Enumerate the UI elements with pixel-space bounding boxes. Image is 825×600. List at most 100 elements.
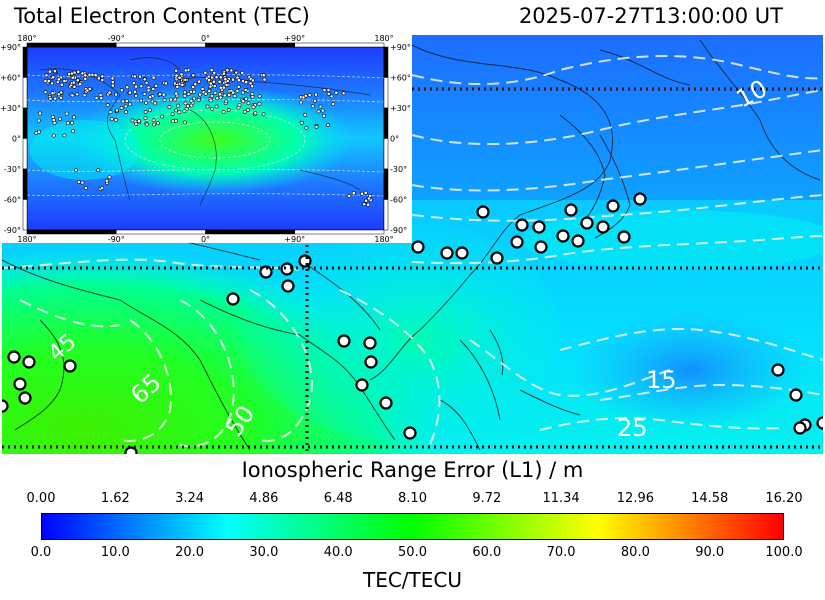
inset-station-marker xyxy=(236,78,241,83)
inset-station-marker xyxy=(244,80,249,85)
contour-label-15: 15 xyxy=(646,366,677,394)
inset-station-marker xyxy=(241,99,246,104)
inset-station-marker xyxy=(100,74,105,79)
inset-station-marker xyxy=(62,79,67,83)
inset-station-marker xyxy=(110,80,115,85)
inset-station-marker xyxy=(83,73,88,78)
inset-left-lat-label: 0° xyxy=(12,135,21,144)
inset-right-lat-label: -90° xyxy=(390,226,407,235)
station-marker xyxy=(124,446,138,454)
inset-station-marker xyxy=(222,93,227,98)
inset-station-marker xyxy=(43,79,48,84)
inset-station-marker xyxy=(173,118,178,123)
inset-station-marker xyxy=(110,117,114,122)
inset-station-marker xyxy=(320,108,325,113)
inset-station-marker xyxy=(322,88,327,93)
inset-station-marker xyxy=(119,106,124,110)
inset-station-marker xyxy=(138,74,143,79)
inset-station-marker xyxy=(225,68,230,73)
inset-station-marker xyxy=(231,90,236,95)
station-marker xyxy=(298,254,312,268)
inset-station-marker xyxy=(90,72,95,77)
inset-station-marker xyxy=(322,113,326,118)
station-marker xyxy=(580,216,594,230)
station-marker xyxy=(510,235,524,249)
inset-station-marker xyxy=(198,92,202,97)
inset-station-marker xyxy=(142,92,147,96)
inset-station-marker xyxy=(227,93,232,98)
inset-station-marker xyxy=(363,190,368,195)
inset-station-marker xyxy=(154,83,159,88)
inset-station-marker xyxy=(130,118,135,123)
inset-station-marker xyxy=(183,101,188,106)
station-marker xyxy=(337,334,351,348)
inset-station-marker xyxy=(70,120,74,125)
inset-station-marker xyxy=(207,78,211,82)
station-marker xyxy=(280,262,294,276)
station-marker xyxy=(476,205,490,219)
inset-station-marker xyxy=(53,96,58,101)
inset-station-marker xyxy=(251,105,256,110)
inset-station-marker xyxy=(192,89,197,94)
inset-station-marker xyxy=(64,111,69,116)
inset-station-marker xyxy=(127,90,132,95)
contour-label-25: 25 xyxy=(617,414,648,442)
inset-station-marker xyxy=(75,78,80,83)
inset-station-marker xyxy=(121,99,125,104)
inset-station-marker xyxy=(245,108,250,112)
inset-station-marker xyxy=(151,118,156,123)
inset-station-marker xyxy=(257,94,262,99)
station-marker xyxy=(2,399,9,413)
inset-station-marker xyxy=(99,96,104,101)
inset-station-marker xyxy=(257,101,262,106)
inset-station-marker xyxy=(72,115,76,120)
inset-station-marker xyxy=(82,93,87,98)
inset-station-marker xyxy=(108,110,113,115)
station-marker xyxy=(534,240,548,254)
inset-station-marker xyxy=(318,104,323,109)
station-marker xyxy=(281,279,295,293)
inset-station-marker xyxy=(174,73,179,78)
inset-top-lon-label: 180° xyxy=(374,34,393,43)
inset-station-marker xyxy=(134,94,138,98)
inset-station-marker xyxy=(51,118,56,122)
inset-station-marker xyxy=(170,119,175,124)
inset-station-marker xyxy=(183,77,188,82)
inset-station-marker xyxy=(314,124,319,129)
global-inset-map: 180° -90° 0° +90° 180°180° -90° 0° +90° 180°+90°… xyxy=(0,33,412,244)
inset-station-marker xyxy=(221,110,226,114)
inset-station-marker xyxy=(212,70,217,75)
inset-station-marker xyxy=(205,104,210,109)
station-marker xyxy=(226,292,240,306)
inset-station-marker xyxy=(174,68,179,73)
station-marker xyxy=(355,378,369,392)
inset-station-marker xyxy=(115,108,119,113)
inset-station-marker xyxy=(124,99,129,104)
inset-top-lon-label: 180° xyxy=(17,34,36,43)
inset-station-marker xyxy=(44,73,49,78)
inset-station-marker xyxy=(207,89,212,93)
inset-station-marker xyxy=(151,87,156,91)
inset-station-marker xyxy=(193,82,198,87)
inset-station-marker xyxy=(157,92,162,97)
inset-station-marker xyxy=(186,92,191,96)
inset-station-marker xyxy=(368,193,373,198)
inset-station-marker xyxy=(314,92,318,97)
inset-station-marker xyxy=(221,85,226,90)
inset-station-marker xyxy=(98,93,103,98)
inset-station-marker xyxy=(196,98,201,102)
inset-station-marker xyxy=(261,73,266,78)
inset-station-marker xyxy=(189,98,194,103)
inset-left-lat-label: -60° xyxy=(4,196,21,205)
inset-station-marker xyxy=(223,77,228,82)
inset-station-marker xyxy=(143,116,148,121)
station-marker xyxy=(571,234,585,248)
inset-station-marker xyxy=(110,76,115,81)
inset-station-marker xyxy=(143,110,148,114)
inset-station-marker xyxy=(107,175,112,180)
inset-bottom-lon-label: 180° xyxy=(374,235,393,244)
inset-station-marker xyxy=(224,99,229,104)
inset-station-marker xyxy=(84,185,88,190)
inset-station-marker xyxy=(251,78,255,83)
inset-station-marker xyxy=(192,96,197,101)
